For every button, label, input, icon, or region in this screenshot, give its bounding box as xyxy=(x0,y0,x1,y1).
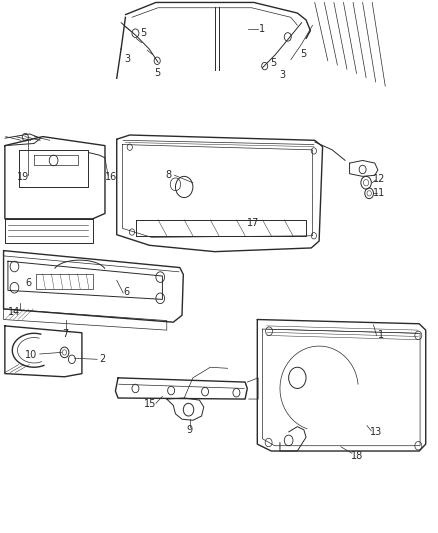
Text: 13: 13 xyxy=(371,427,383,437)
Text: 3: 3 xyxy=(279,70,285,79)
Bar xyxy=(36,274,93,289)
Text: 8: 8 xyxy=(165,171,171,180)
Text: 9: 9 xyxy=(187,425,193,435)
Text: 5: 5 xyxy=(154,69,160,78)
Text: 3: 3 xyxy=(124,54,131,63)
Text: 1: 1 xyxy=(258,24,265,34)
Text: 2: 2 xyxy=(99,354,106,364)
Text: 1: 1 xyxy=(378,330,384,341)
Text: 12: 12 xyxy=(373,174,385,184)
Text: 6: 6 xyxy=(124,287,130,297)
Text: 14: 14 xyxy=(8,306,21,317)
Text: 19: 19 xyxy=(17,172,29,182)
Text: 10: 10 xyxy=(25,350,37,360)
Text: 17: 17 xyxy=(247,218,259,228)
Text: 15: 15 xyxy=(144,399,156,409)
Text: 11: 11 xyxy=(373,188,385,198)
Text: 5: 5 xyxy=(140,28,146,38)
Text: 6: 6 xyxy=(25,278,32,288)
Text: 18: 18 xyxy=(351,451,364,461)
Text: 7: 7 xyxy=(63,329,69,339)
Text: 5: 5 xyxy=(270,59,276,68)
Text: 16: 16 xyxy=(105,172,117,182)
Text: 5: 5 xyxy=(300,50,306,59)
